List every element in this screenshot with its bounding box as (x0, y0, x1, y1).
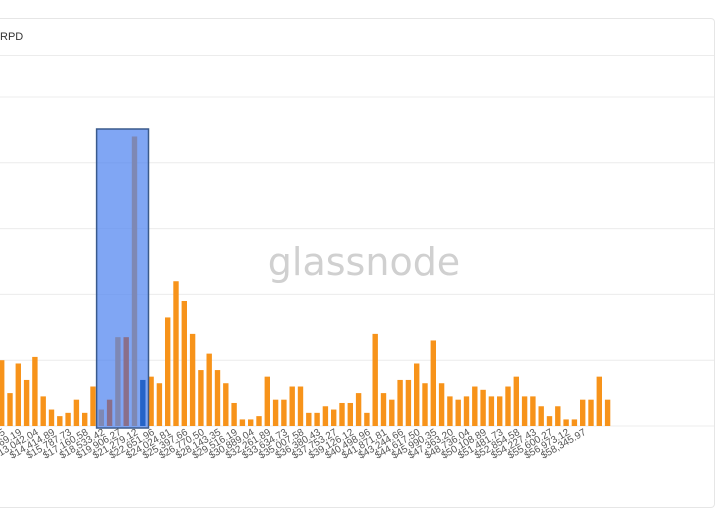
bar[interactable] (32, 356, 38, 426)
bar[interactable] (0, 360, 5, 426)
bar[interactable] (198, 370, 204, 426)
bar[interactable] (463, 396, 470, 426)
bar[interactable] (372, 333, 378, 426)
bar[interactable] (480, 389, 486, 426)
bar[interactable] (82, 412, 88, 426)
bar[interactable] (505, 386, 511, 426)
bar[interactable] (472, 386, 478, 426)
bar[interactable] (447, 396, 453, 426)
bar[interactable] (596, 376, 602, 426)
selected-bar[interactable] (140, 379, 146, 426)
bar[interactable] (156, 383, 163, 426)
watermark: glassnode (268, 240, 460, 284)
bar[interactable] (455, 399, 461, 426)
bar[interactable] (7, 393, 13, 426)
bar[interactable] (397, 379, 403, 426)
bar[interactable] (173, 281, 179, 426)
bar[interactable] (331, 409, 337, 426)
selection-rectangle[interactable] (95, 128, 150, 429)
x-tick-labels: $10,496.35$11,869.19$13,042.04$14,414.89… (0, 427, 589, 462)
bar[interactable] (181, 300, 187, 426)
selection-box[interactable] (95, 128, 150, 429)
bar[interactable] (414, 363, 420, 426)
bar[interactable] (272, 399, 279, 426)
bar[interactable] (405, 379, 412, 426)
bar[interactable] (231, 402, 237, 426)
bar[interactable] (580, 399, 586, 426)
bar[interactable] (322, 406, 329, 426)
bar[interactable] (513, 376, 519, 426)
bar[interactable] (314, 412, 320, 426)
bar[interactable] (90, 386, 96, 426)
selected-bar[interactable] (106, 399, 113, 426)
bar[interactable] (588, 399, 594, 426)
bar[interactable] (306, 412, 312, 426)
bar[interactable] (422, 383, 428, 426)
bar[interactable] (206, 353, 212, 426)
bar[interactable] (223, 383, 229, 426)
bar[interactable] (57, 416, 63, 426)
bar[interactable] (256, 416, 262, 426)
bar[interactable] (289, 386, 295, 426)
bar[interactable] (239, 419, 246, 426)
bar[interactable] (281, 399, 287, 426)
bar[interactable] (497, 396, 503, 426)
bar[interactable] (604, 399, 611, 426)
bar[interactable] (264, 376, 270, 426)
bar[interactable] (563, 419, 569, 426)
bar[interactable] (148, 376, 154, 426)
bar[interactable] (214, 370, 221, 426)
bar[interactable] (40, 396, 46, 426)
bar[interactable] (488, 396, 495, 426)
metric-label: RPD (0, 31, 24, 43)
bar[interactable] (48, 409, 55, 426)
bar[interactable] (538, 406, 544, 426)
bar[interactable] (438, 383, 445, 426)
bars (0, 136, 611, 427)
bar[interactable] (364, 412, 370, 426)
bar[interactable] (65, 412, 71, 426)
bar[interactable] (23, 379, 30, 426)
bar[interactable] (555, 406, 561, 426)
bar[interactable] (189, 333, 196, 426)
bar[interactable] (380, 393, 387, 426)
bar[interactable] (389, 399, 395, 426)
bar[interactable] (339, 402, 345, 426)
bar[interactable] (73, 399, 80, 426)
bar[interactable] (430, 340, 436, 426)
bar[interactable] (571, 419, 578, 426)
bar[interactable] (165, 317, 171, 426)
bar[interactable] (355, 393, 362, 426)
header-divider (0, 55, 714, 56)
bar[interactable] (530, 396, 536, 426)
selected-bar[interactable] (123, 337, 129, 426)
bar[interactable] (347, 402, 353, 426)
bar[interactable] (248, 419, 254, 426)
bar[interactable] (297, 386, 304, 426)
bar[interactable] (521, 396, 528, 426)
bar[interactable] (15, 363, 21, 426)
bar[interactable] (546, 416, 553, 426)
